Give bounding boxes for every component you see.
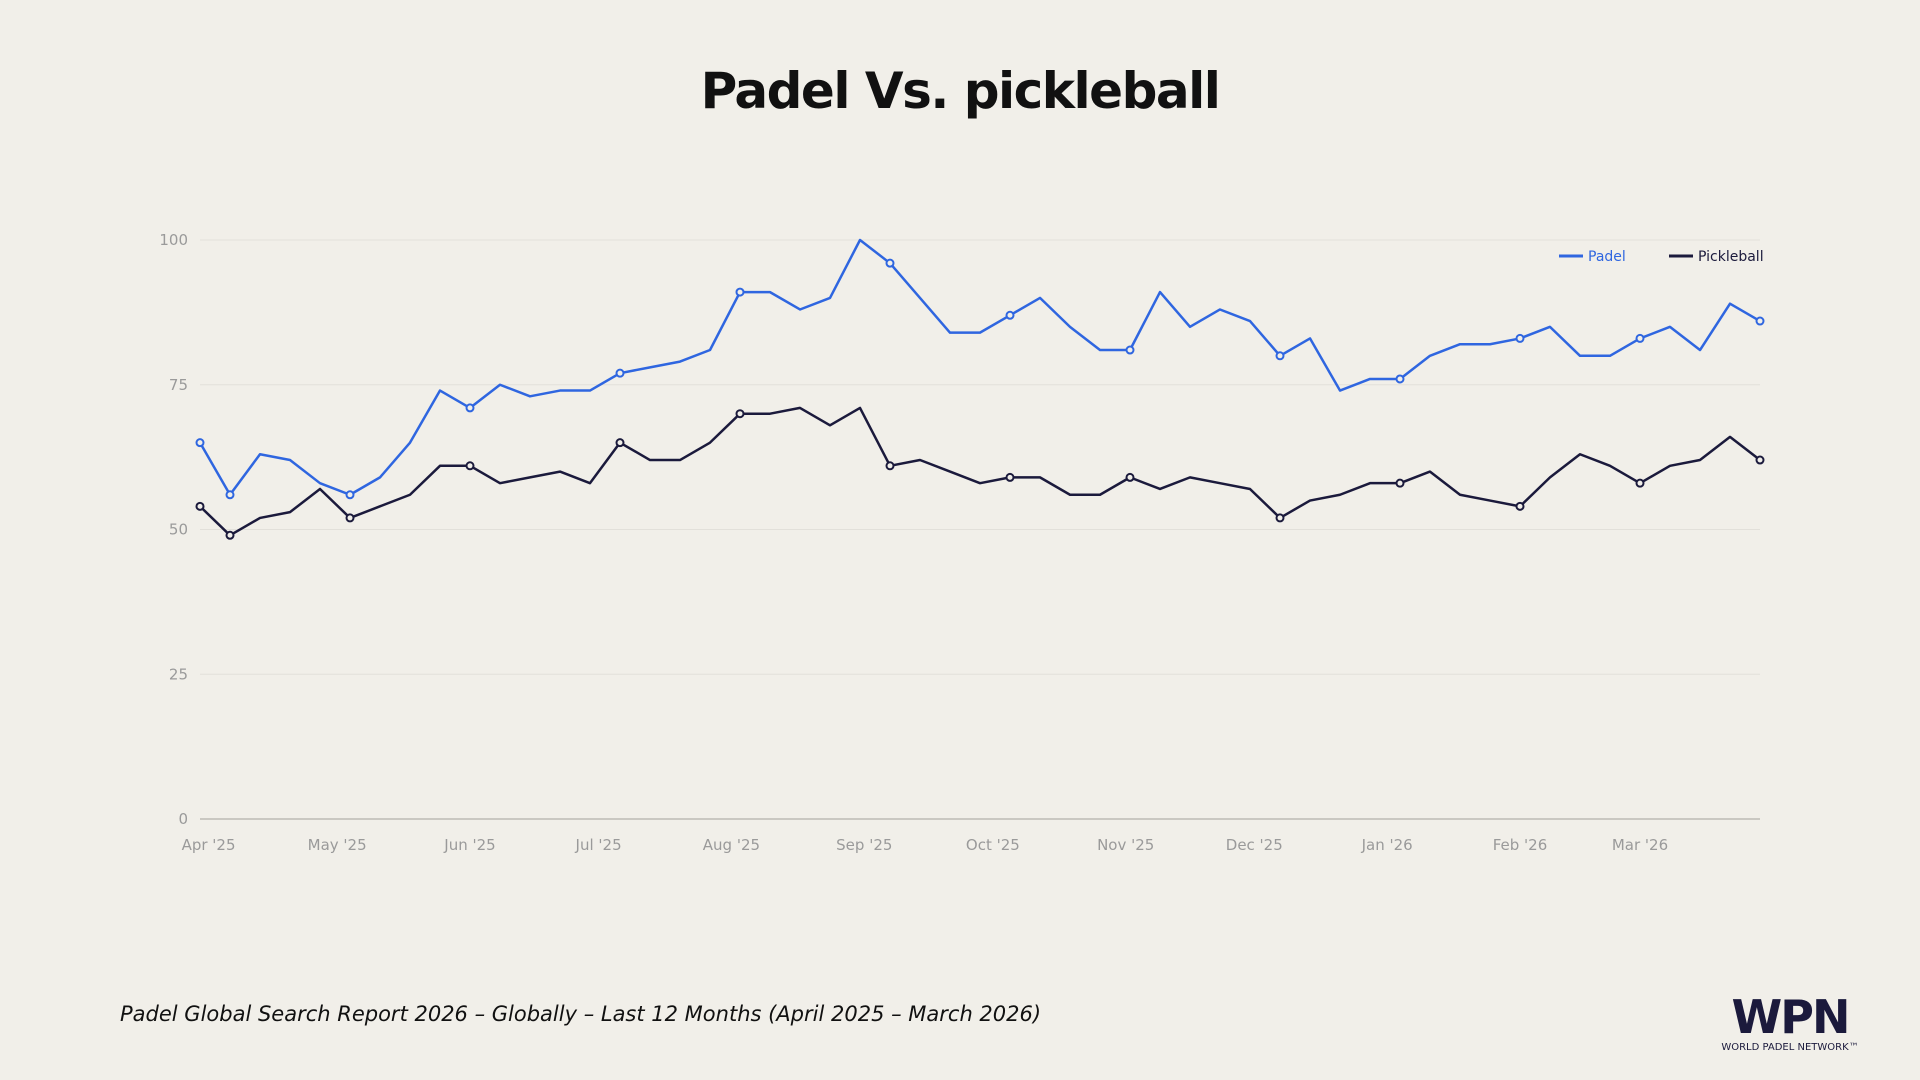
data-point: [1275, 351, 1285, 361]
series-line-padel: [198, 238, 1761, 497]
x-tick-label: May '25: [308, 836, 367, 854]
x-tick-label: Apr '25: [182, 836, 236, 854]
svg-text:WPN: WPN: [1732, 995, 1849, 1044]
y-tick-label: 25: [169, 665, 188, 683]
data-point: [1125, 472, 1135, 482]
data-point: [615, 438, 625, 448]
data-point: [1515, 501, 1525, 511]
x-tick-label: Jun '25: [443, 836, 495, 854]
data-point: [345, 490, 355, 500]
x-tick-label: Feb '26: [1493, 836, 1548, 854]
data-point: [1755, 316, 1765, 326]
data-point: [225, 530, 235, 540]
series-line-pickleball: [199, 406, 1761, 537]
data-point: [225, 490, 235, 500]
data-point: [195, 438, 205, 448]
data-point: [1635, 333, 1645, 343]
data-point: [1005, 310, 1015, 320]
x-tick-label: Nov '25: [1097, 836, 1154, 854]
data-point: [465, 461, 475, 471]
legend-label: Pickleball: [1698, 249, 1764, 265]
data-point: [1395, 374, 1405, 384]
y-tick-label: 0: [178, 810, 188, 828]
data-point: [345, 513, 355, 523]
chart-title: Padel Vs. pickleball: [700, 62, 1221, 120]
y-tick-label: 75: [169, 376, 188, 394]
x-tick-label: Dec '25: [1226, 836, 1283, 854]
x-tick-label: Mar '26: [1612, 836, 1668, 854]
data-point: [615, 368, 625, 378]
legend-label: Padel: [1588, 249, 1626, 265]
x-tick-label: Jul '25: [575, 836, 622, 854]
x-tick-label: Sep '25: [836, 836, 892, 854]
data-point: [465, 403, 475, 413]
data-point: [885, 258, 895, 268]
data-point: [1395, 478, 1405, 488]
data-point: [1125, 345, 1135, 355]
x-tick-label: Oct '25: [966, 836, 1020, 854]
svg-text:WORLD PADEL NETWORK™: WORLD PADEL NETWORK™: [1721, 1042, 1858, 1053]
data-point: [735, 287, 745, 297]
footnote: Padel Global Search Report 2026 – Global…: [120, 1002, 1042, 1026]
data-point: [885, 461, 895, 471]
data-point: [1515, 333, 1525, 343]
data-point: [1275, 513, 1285, 523]
y-tick-label: 50: [169, 521, 188, 539]
x-tick-label: Aug '25: [703, 836, 760, 854]
wpn-logo: WPN WORLD PADEL NETWORK™: [1721, 995, 1858, 1053]
data-point: [1005, 472, 1015, 482]
x-tick-label: Jan '26: [1361, 836, 1413, 854]
y-tick-label: 100: [159, 231, 188, 249]
data-point: [1755, 455, 1765, 465]
data-point: [1635, 478, 1645, 488]
data-point: [735, 409, 745, 419]
data-point: [195, 501, 205, 511]
